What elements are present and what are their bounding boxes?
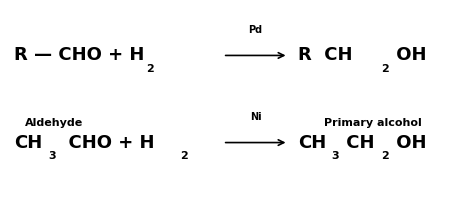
Text: CH: CH: [298, 134, 326, 151]
Text: Pd: Pd: [249, 25, 263, 35]
Text: R — CHO + H: R — CHO + H: [14, 47, 144, 64]
Text: 2: 2: [146, 64, 154, 74]
Text: 2: 2: [181, 151, 189, 161]
Text: Ni: Ni: [250, 112, 261, 122]
Text: Primary alcohol: Primary alcohol: [324, 118, 422, 128]
Text: CH: CH: [340, 134, 375, 151]
Text: Aldehyde: Aldehyde: [25, 118, 83, 128]
Text: 2: 2: [381, 151, 389, 161]
Text: R  CH: R CH: [298, 47, 352, 64]
Text: 3: 3: [48, 151, 55, 161]
Text: OH: OH: [390, 47, 426, 64]
Text: OH: OH: [390, 134, 426, 151]
Text: 3: 3: [332, 151, 339, 161]
Text: CH: CH: [14, 134, 42, 151]
Text: 2: 2: [381, 64, 389, 74]
Text: CHO + H: CHO + H: [56, 134, 155, 151]
